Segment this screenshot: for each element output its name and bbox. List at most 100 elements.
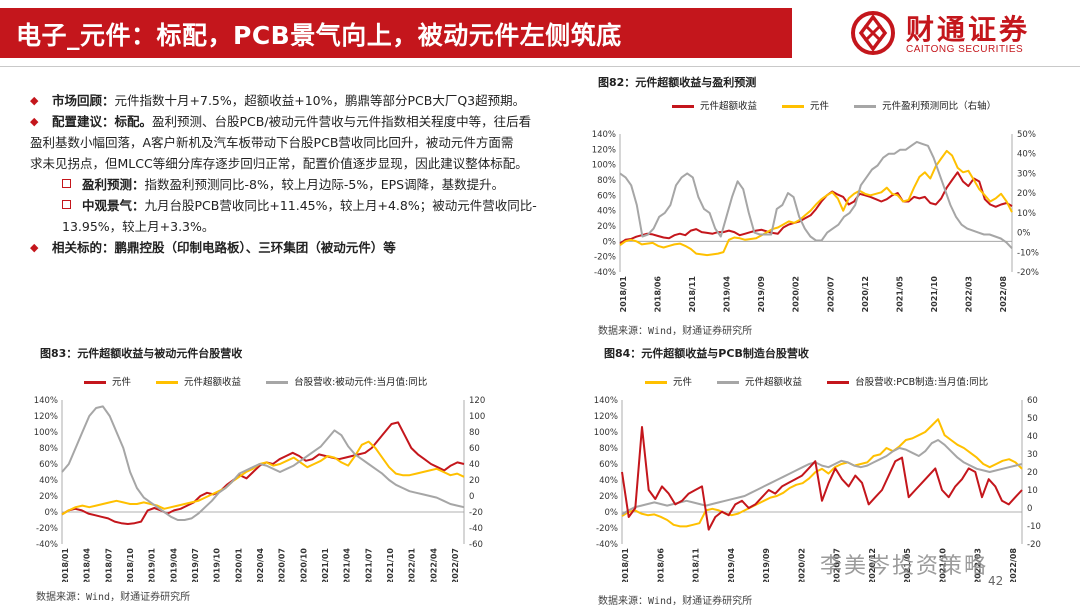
sub-heading: 盈利预测： [82, 177, 145, 192]
y-right-tick-label: 10 [1027, 486, 1038, 496]
x-tick-label: 2022/03 [974, 548, 983, 582]
x-tick-label: 2022/01 [408, 548, 417, 582]
figure-82-legend: 元件超额收益 元件 元件盈利预测同比（右轴） [672, 98, 1018, 112]
series-line [619, 140, 1013, 249]
sub-bullet-prosperity: 中观景气：九月台股PCB营收同比+11.45%，较上月+4.8%；被动元件营收同… [30, 195, 580, 216]
x-tick-label: 2021/04 [343, 548, 352, 582]
figure-83-title: 图83：元件超额收益与被动元件台股营收 [40, 347, 243, 360]
square-bullet-icon [62, 200, 71, 209]
x-tick-label: 2021/07 [364, 548, 373, 582]
legend-item: 元件 [782, 98, 829, 112]
sub-bullet-prosperity-line2: 13.95%，较上月+3.3%。 [62, 219, 215, 234]
bullet-related: ◆ 相关标的：鹏鼎控股（印制电路板）、三环集团（被动元件）等 [30, 237, 580, 258]
x-tick-label: 2022/04 [429, 548, 438, 582]
bullet-allocation-line3: 求未见拐点，但MLCC等细分库存逐步回归正常，配置价值逐步显现，因此建议整体标配… [30, 156, 528, 171]
y-left-tick-label: 80% [39, 444, 58, 454]
x-tick-label: 2020/02 [792, 276, 801, 312]
x-tick-label: 2019/04 [727, 548, 736, 582]
y-left-tick-label: 40% [39, 476, 58, 486]
x-tick-label: 2021/10 [386, 548, 395, 582]
x-tick-label: 2019/10 [213, 548, 222, 582]
x-tick-label: 2019/04 [169, 548, 178, 582]
figure-84-legend: 元件 元件超额收益 台股营收:PCB制造:当月值:同比 [645, 374, 1010, 388]
figure-82-chart: 140% 120% 100% 80% 60% 40% 20% 0% -20% -40% 50% 40%… [592, 130, 1039, 313]
x-tick-label: 2018/01 [619, 276, 628, 313]
y-left-tick-label: -40% [36, 540, 58, 550]
bullet-heading: 市场回顾： [52, 93, 115, 108]
series-line [61, 421, 465, 525]
y-right-tick-label: -10 [1027, 522, 1041, 532]
x-tick-label: 2018/04 [83, 548, 92, 582]
y-right-tick-label: 40 [469, 460, 480, 470]
legend-item: 台股营收:PCB制造:当月值:同比 [827, 374, 988, 388]
y-right-tick-label: 0 [469, 492, 474, 502]
watermark: 李美岑投资策略 [820, 554, 989, 579]
x-tick-label: 2021/05 [895, 276, 904, 313]
y-right-tick-label: -20 [1027, 540, 1041, 550]
y-right-tick-label: 20 [1027, 468, 1038, 478]
bullet-text: 盈利预测、台股PCB/被动元件营收与元件指数相关程度中等，往后看 [152, 114, 532, 129]
series-line [621, 418, 1023, 528]
header: 电子_元件：标配，PCB景气向上，被动元件左侧筑底 财通证券 CAITONG S… [0, 0, 1080, 68]
figure-84-source: 数据来源：Wind，财通证券研究所 [598, 596, 753, 607]
y-left-tick-label: -40% [596, 540, 618, 550]
figure-82-source: 数据来源：Wind，财通证券研究所 [598, 326, 753, 337]
y-right-tick-label: -20% [1017, 268, 1039, 278]
page-number: 42 [988, 574, 1004, 588]
x-tick-label: 2021/10 [938, 548, 947, 582]
y-left-tick-label: 60% [597, 191, 616, 201]
y-right-tick-label: 0 [1027, 504, 1032, 514]
y-right-tick-label: 120 [469, 396, 485, 406]
y-left-tick-label: -20% [596, 524, 618, 534]
y-right-tick-label: 60 [469, 444, 480, 454]
sub-bullet-earnings: 盈利预测：指数盈利预测同比-8%，较上月边际-5%，EPS调降，基数提升。 [30, 174, 580, 195]
x-tick-label: 2021/01 [321, 548, 330, 582]
series-line [61, 405, 465, 521]
y-right-tick-label: -40 [469, 524, 483, 534]
y-left-tick-label: 0% [603, 237, 617, 247]
diamond-bullet-icon: ◆ [30, 94, 39, 107]
y-right-tick-label: 40 [1027, 432, 1038, 442]
y-left-tick-label: 60% [39, 460, 58, 470]
y-left-tick-label: 100% [594, 428, 618, 438]
x-tick-label: 2018/06 [656, 548, 665, 582]
legend-item: 台股营收:被动元件:当月值:同比 [266, 374, 427, 388]
bullet-market-review: ◆ 市场回顾：元件指数十月+7.5%，超额收益+10%，鹏鼎等部分PCB大厂Q3… [30, 90, 580, 111]
x-tick-label: 2020/07 [278, 548, 287, 582]
y-left-tick-label: 40% [597, 207, 616, 217]
legend-item: 元件 [84, 374, 131, 388]
y-right-tick-label: 20% [1017, 189, 1036, 199]
y-right-tick-label: 20 [469, 476, 480, 486]
y-left-tick-label: -40% [594, 268, 616, 278]
y-right-tick-label: -60 [469, 540, 483, 550]
x-tick-label: 2020/12 [868, 548, 877, 582]
y-left-tick-label: 0% [605, 508, 619, 518]
y-right-tick-label: 30 [1027, 450, 1038, 460]
figure-83-chart: 140% 120% 100% 80% 60% 40% 20% 0% -20% -40% 120 100… [34, 396, 486, 582]
logo-english-name: CAITONG SECURITIES [906, 44, 1024, 55]
sub-text: 指数盈利预测同比-8%，较上月边际-5%，EPS调降，基数提升。 [144, 177, 505, 192]
y-right-tick-label: 80 [469, 428, 480, 438]
header-divider [0, 66, 1080, 67]
y-left-tick-label: -20% [594, 253, 616, 263]
x-tick-label: 2020/01 [234, 548, 243, 582]
summary-bullets: ◆ 市场回顾：元件指数十月+7.5%，超额收益+10%，鹏鼎等部分PCB大厂Q3… [30, 90, 580, 258]
y-left-tick-label: 120% [592, 145, 616, 155]
x-tick-label: 2022/03 [964, 276, 973, 312]
bullet-text: 鹏鼎控股（印制电路板）、三环集团（被动元件）等 [114, 240, 396, 255]
legend-item: 元件超额收益 [717, 374, 802, 388]
bullet-allocation-line2: 盈利基数小幅回落，A客户新机及汽车板带动下台股PCB营收同比回升，被动元件方面需 [30, 135, 514, 150]
y-right-tick-label: -10% [1017, 248, 1039, 258]
diamond-bullet-icon: ◆ [30, 241, 39, 254]
x-tick-label: 2018/01 [61, 548, 70, 582]
page-title: 电子_元件：标配，PCB景气向上，被动元件左侧筑底 [16, 21, 622, 50]
bullet-heading: 相关标的： [52, 240, 115, 255]
legend-item: 元件盈利预测同比（右轴） [854, 98, 996, 112]
y-right-tick-label: 40% [1017, 150, 1036, 160]
company-logo: 财通证券 CAITONG SECURITIES [850, 8, 1065, 58]
y-right-tick-label: 60 [1027, 396, 1038, 406]
x-tick-label: 2018/10 [126, 548, 135, 582]
sub-text: 九月台股PCB营收同比+11.45%，较上月+4.8%；被动元件营收同比- [144, 198, 537, 213]
x-tick-label: 2019/01 [148, 548, 157, 582]
y-right-tick-label: 50 [1027, 414, 1038, 424]
